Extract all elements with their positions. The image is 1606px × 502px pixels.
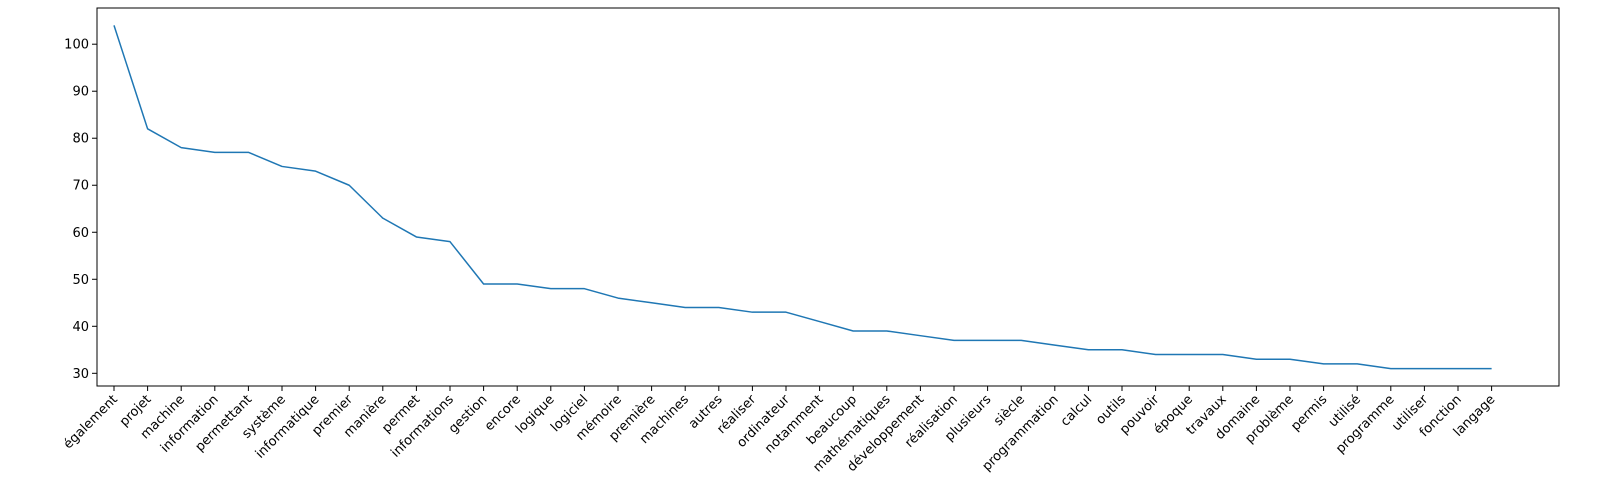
- y-tick-label: 40: [72, 320, 89, 335]
- y-tick-label: 70: [72, 179, 89, 194]
- x-axis: égalementprojetmachineinformationpermett…: [61, 386, 1498, 475]
- series-layer: [113, 25, 1492, 370]
- y-tick-label: 80: [72, 132, 89, 147]
- y-axis: 30 40 50 60 70 80 90 100: [64, 38, 97, 382]
- plot-area-frame: [96, 7, 1560, 387]
- y-tick-label: 30: [72, 367, 89, 382]
- y-tick-label: 90: [72, 85, 89, 100]
- x-tick-label: également: [61, 392, 121, 452]
- y-tick-label: 50: [72, 273, 89, 288]
- x-tick-label: permis: [1288, 392, 1330, 434]
- y-tick-label: 100: [64, 38, 89, 53]
- series-line: [113, 25, 1492, 370]
- y-tick-label: 60: [72, 226, 89, 241]
- x-tick-label: calcul: [1058, 392, 1095, 429]
